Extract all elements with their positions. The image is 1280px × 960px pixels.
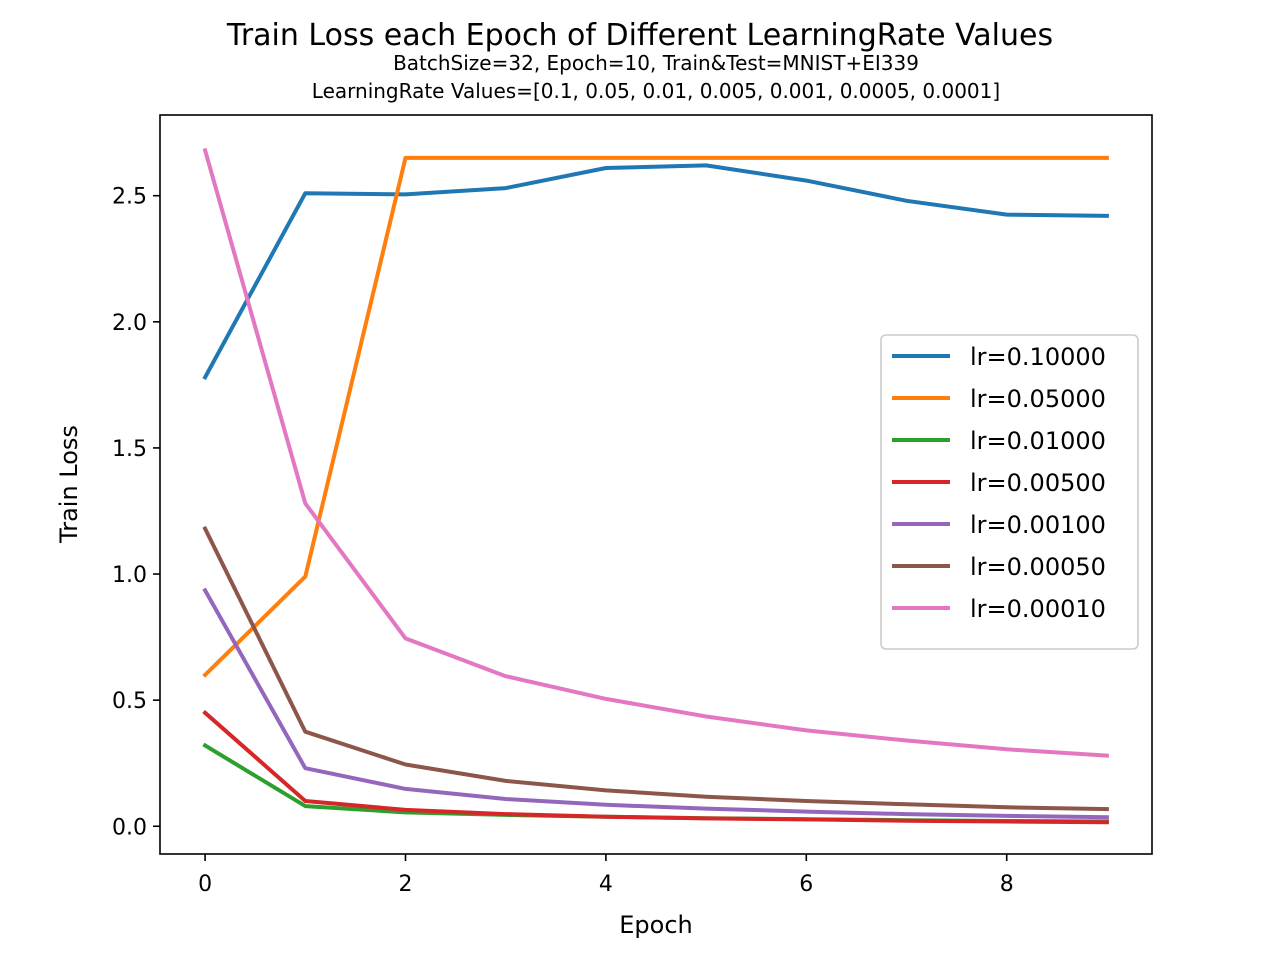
series-line-6 — [202, 147, 1110, 758]
y-axis-label: Train Loss — [55, 425, 83, 544]
series-line-1 — [202, 155, 1109, 678]
y-tick-label: 2.5 — [112, 185, 147, 210]
legend-label-3: lr=0.00500 — [970, 469, 1106, 497]
legend-label-4: lr=0.00100 — [970, 511, 1106, 539]
plot-area — [159, 114, 1153, 855]
x-tick-label: 0 — [198, 872, 212, 897]
series-line-0 — [202, 163, 1109, 381]
x-axis-label: Epoch — [619, 911, 693, 939]
y-tick-label: 1.5 — [112, 437, 147, 462]
chart-title: Train Loss each Epoch of Different Learn… — [226, 18, 1053, 53]
y-tick-label: 0.5 — [112, 689, 147, 714]
legend: lr=0.10000 lr=0.05000 lr=0.01000 lr=0.00500… — [880, 334, 1139, 650]
legend-label-6: lr=0.00010 — [970, 595, 1106, 623]
x-tick-label: 4 — [599, 872, 613, 897]
legend-box — [880, 334, 1139, 650]
x-tick-label: 8 — [1000, 872, 1014, 897]
y-tick-label: 0.0 — [112, 815, 147, 840]
legend-label-1: lr=0.05000 — [970, 385, 1106, 413]
legend-label-5: lr=0.00050 — [970, 553, 1106, 581]
legend-label-2: lr=0.01000 — [970, 427, 1106, 455]
y-tick-label: 2.0 — [112, 311, 147, 336]
series-line-3 — [202, 709, 1109, 825]
x-tick-label: 2 — [398, 872, 412, 897]
axis-ticks: 0 2 4 6 8 0.0 0.5 1.0 1.5 2.0 2.5 — [112, 185, 1014, 897]
legend-label-0: lr=0.10000 — [970, 343, 1106, 371]
x-tick-label: 6 — [799, 872, 813, 897]
chart-subtitle-line-1: BatchSize=32, Epoch=10, Train&Test=MNIST… — [393, 51, 919, 75]
series-line-4 — [202, 587, 1109, 820]
series-line-5 — [202, 525, 1109, 812]
axes-frame — [159, 114, 1153, 855]
y-tick-label: 1.0 — [112, 563, 147, 588]
series-line-2 — [202, 742, 1109, 824]
chart-subtitle-line-2: LearningRate Values=[0.1, 0.05, 0.01, 0.… — [312, 79, 1000, 103]
